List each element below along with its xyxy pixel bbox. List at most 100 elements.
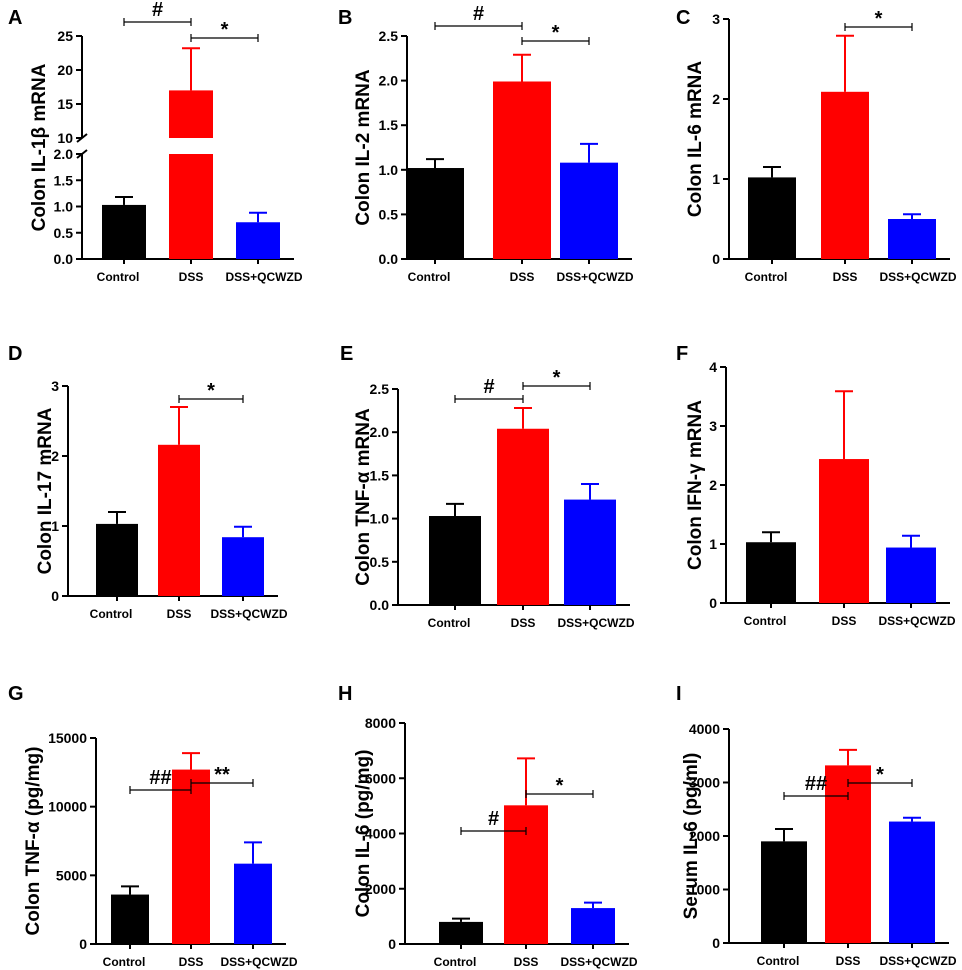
y-axis-label-i: Serum IL-6 (pg/ml) bbox=[681, 753, 702, 920]
y-tick-label-a: 25 bbox=[57, 28, 73, 44]
bar-f-0 bbox=[746, 542, 796, 603]
significance-label-h: # bbox=[488, 808, 499, 830]
y-axis-label-f: Colon IFN-γ mRNA bbox=[685, 400, 706, 570]
significance-label-d: * bbox=[207, 380, 215, 402]
bar-a-2 bbox=[236, 222, 280, 259]
bar-d-0 bbox=[96, 523, 138, 596]
y-tick-label-b: 0.5 bbox=[379, 206, 399, 222]
x-category-label-d: Control bbox=[90, 607, 133, 621]
significance-label-i: * bbox=[876, 764, 884, 786]
y-tick-label-a: 20 bbox=[57, 62, 73, 78]
y-tick-label-e: 0.5 bbox=[370, 554, 390, 570]
y-tick-label-d: 2 bbox=[51, 448, 59, 464]
panel-letter-c: C bbox=[676, 7, 690, 29]
bar-g-2 bbox=[234, 863, 272, 944]
panel-letter-a: A bbox=[8, 7, 22, 29]
x-category-label-a: DSS+QCWZD bbox=[225, 270, 302, 284]
significance-label-a: # bbox=[152, 0, 163, 21]
bar-c-0 bbox=[748, 177, 796, 259]
panel-letter-b: B bbox=[338, 7, 352, 29]
panel-letter-d: D bbox=[8, 343, 22, 365]
y-tick-label-f: 2 bbox=[709, 477, 717, 493]
bar-h-0 bbox=[439, 921, 483, 944]
significance-label-e: * bbox=[553, 367, 561, 389]
x-category-label-d: DSS bbox=[167, 607, 192, 621]
y-tick-label-d: 3 bbox=[51, 378, 59, 394]
y-tick-label-b: 1.5 bbox=[379, 117, 399, 133]
x-category-label-b: DSS bbox=[510, 270, 535, 284]
x-category-label-f: Control bbox=[744, 614, 787, 628]
y-tick-label-e: 0.0 bbox=[370, 597, 390, 613]
y-tick-label-f: 3 bbox=[709, 418, 717, 434]
panel-letter-i: I bbox=[676, 683, 682, 705]
y-tick-label-a: 1.5 bbox=[54, 172, 74, 188]
y-axis-label-e: Colon TNF-α mRNA bbox=[353, 408, 374, 586]
y-tick-label-i: 4000 bbox=[689, 721, 720, 737]
bar-a-1 bbox=[169, 154, 213, 259]
x-category-label-g: DSS bbox=[179, 955, 204, 969]
x-category-label-a: Control bbox=[97, 270, 140, 284]
significance-label-a: * bbox=[221, 19, 229, 41]
y-tick-label-h: 8000 bbox=[365, 715, 396, 731]
bar-a-0 bbox=[102, 204, 146, 259]
y-axis-label-b: Colon IL-2 mRNA bbox=[353, 69, 374, 225]
x-category-label-h: DSS+QCWZD bbox=[560, 955, 637, 969]
y-tick-label-e: 2.5 bbox=[370, 381, 390, 397]
y-tick-label-f: 4 bbox=[709, 359, 717, 375]
x-category-label-i: DSS bbox=[836, 954, 861, 968]
x-category-label-e: Control bbox=[428, 616, 471, 630]
y-tick-label-h: 0 bbox=[388, 936, 396, 952]
y-tick-label-c: 3 bbox=[712, 11, 720, 27]
y-tick-label-h: 2000 bbox=[365, 881, 396, 897]
x-category-label-c: DSS+QCWZD bbox=[879, 270, 956, 284]
x-category-label-d: DSS+QCWZD bbox=[210, 607, 287, 621]
x-category-label-h: DSS bbox=[514, 955, 539, 969]
bar-e-2 bbox=[564, 499, 616, 605]
bar-i-0 bbox=[761, 841, 807, 943]
bar-d-1 bbox=[158, 444, 200, 596]
y-tick-label-d: 1 bbox=[51, 518, 59, 534]
significance-label-g: ** bbox=[214, 764, 230, 786]
y-tick-label-c: 1 bbox=[712, 171, 720, 187]
bar-b-1 bbox=[493, 81, 551, 259]
significance-label-b: # bbox=[473, 3, 484, 25]
x-category-label-b: DSS+QCWZD bbox=[556, 270, 633, 284]
y-tick-label-a: 0.5 bbox=[54, 225, 74, 241]
bar-f-1 bbox=[819, 459, 869, 603]
y-tick-label-b: 1.0 bbox=[379, 162, 399, 178]
y-tick-label-g: 5000 bbox=[56, 867, 87, 883]
y-tick-label-i: 2000 bbox=[689, 828, 720, 844]
y-tick-label-c: 2 bbox=[712, 91, 720, 107]
x-category-label-b: Control bbox=[408, 270, 451, 284]
bar-i-2 bbox=[889, 821, 935, 943]
y-axis-label-c: Colon IL-6 mRNA bbox=[685, 61, 706, 217]
bar-h-1 bbox=[504, 805, 548, 944]
panel-letter-h: H bbox=[338, 683, 352, 705]
significance-label-c: * bbox=[875, 8, 883, 30]
x-category-label-i: DSS+QCWZD bbox=[879, 954, 956, 968]
panel-letter-e: E bbox=[340, 343, 353, 365]
y-tick-label-a: 2.0 bbox=[54, 146, 74, 162]
bar-g-0 bbox=[111, 894, 149, 944]
significance-label-e: # bbox=[483, 376, 494, 398]
y-tick-label-f: 0 bbox=[709, 595, 717, 611]
y-tick-label-h: 6000 bbox=[365, 770, 396, 786]
y-axis-label-g: Colon TNF-α (pg/mg) bbox=[23, 747, 44, 936]
y-tick-label-d: 0 bbox=[51, 588, 59, 604]
x-category-label-e: DSS+QCWZD bbox=[557, 616, 634, 630]
y-axis-label-h: Colon IL-6 (pg/mg) bbox=[353, 750, 374, 918]
y-tick-label-a: 0.0 bbox=[54, 251, 74, 267]
y-tick-label-i: 1000 bbox=[689, 882, 720, 898]
y-tick-label-e: 1.5 bbox=[370, 467, 390, 483]
y-tick-label-i: 3000 bbox=[689, 775, 720, 791]
x-category-label-i: Control bbox=[757, 954, 800, 968]
x-category-label-e: DSS bbox=[511, 616, 536, 630]
x-category-label-f: DSS+QCWZD bbox=[878, 614, 955, 628]
x-category-label-c: Control bbox=[745, 270, 788, 284]
y-axis-label-d: Colon IL-17 mRNA bbox=[35, 407, 56, 574]
y-tick-label-b: 2.0 bbox=[379, 73, 399, 89]
bar-c-1 bbox=[821, 91, 869, 259]
bar-c-2 bbox=[888, 219, 936, 259]
x-category-label-c: DSS bbox=[833, 270, 858, 284]
y-tick-label-g: 0 bbox=[79, 936, 87, 952]
